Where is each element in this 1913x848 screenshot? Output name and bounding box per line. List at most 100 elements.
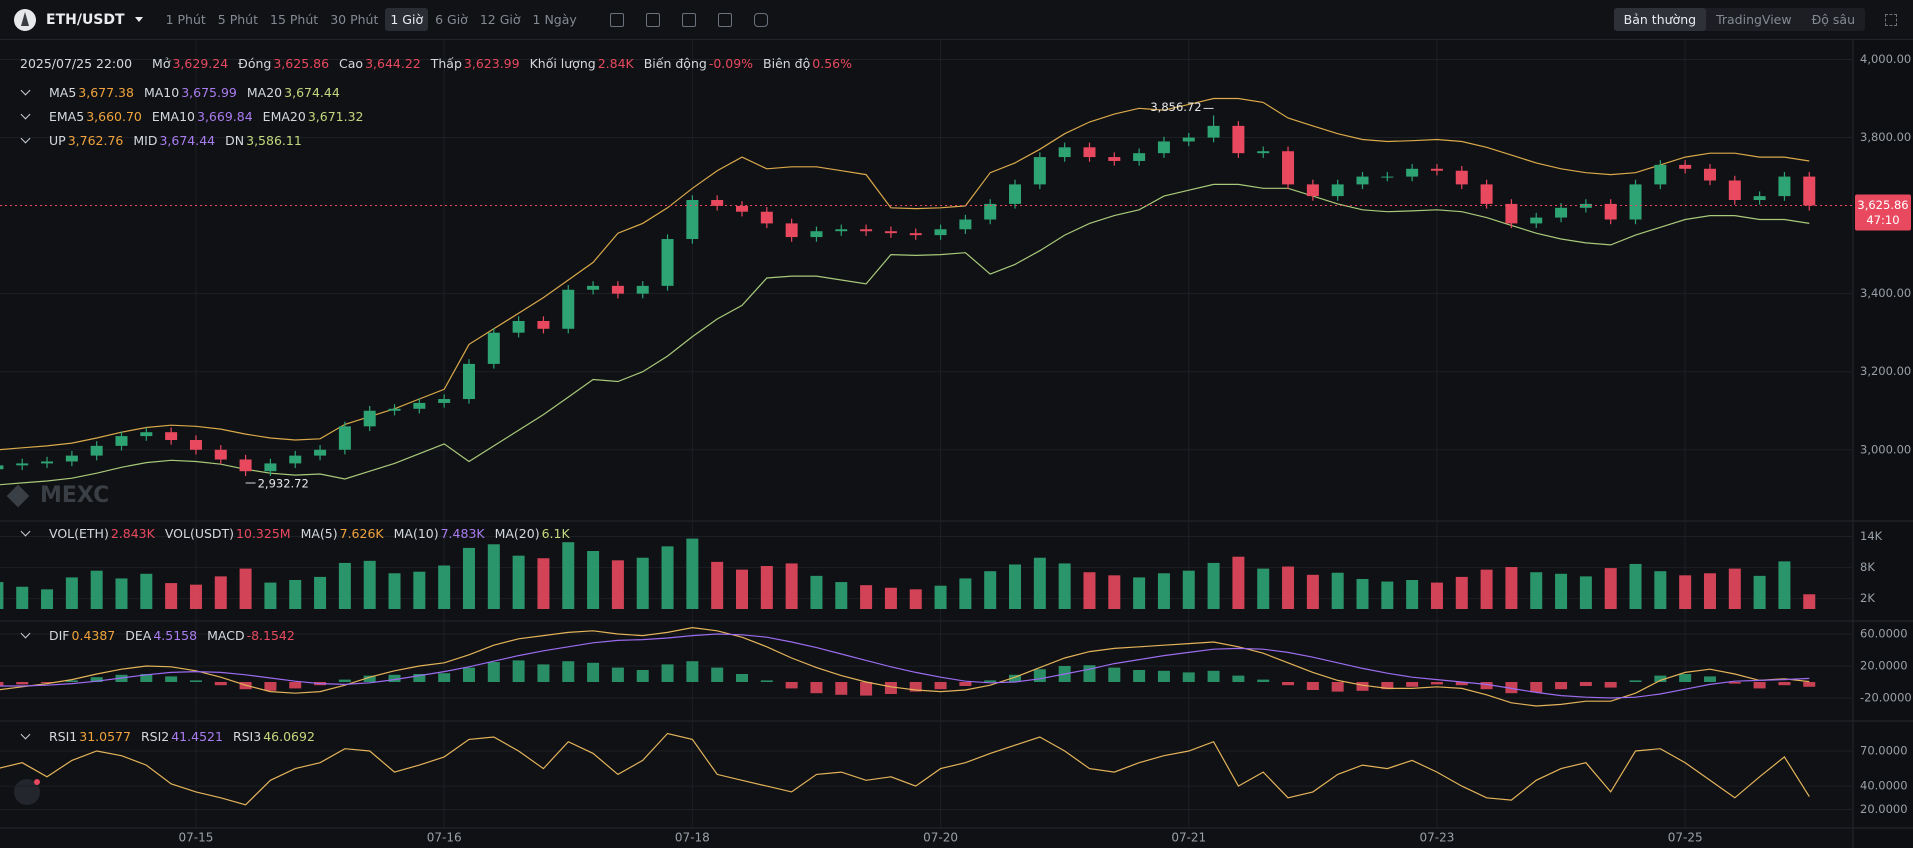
macd-bar	[264, 682, 277, 691]
volume-bar	[760, 566, 773, 609]
volume-bar	[1555, 573, 1568, 609]
rsi-legend: RSI1 31.0577 RSI2 41.4521 RSI3 46.0692	[20, 729, 315, 744]
symbol[interactable]: ETH/USDT	[46, 11, 125, 28]
notification-dot	[34, 779, 40, 785]
min-annotation: 2,932.72	[258, 477, 309, 491]
interval-button[interactable]: 1 Ngày	[532, 12, 577, 27]
volume-bar	[1282, 566, 1295, 609]
macd-bar	[1753, 682, 1766, 689]
vol-legend: VOL(ETH) 2.843K VOL(USDT) 10.325M MA(5) 7.626…	[20, 526, 570, 541]
interval-button[interactable]: 1 Phút	[165, 12, 206, 27]
volume-bar	[165, 583, 178, 609]
legend-value: 2.843K	[110, 526, 155, 541]
interval-button[interactable]: 1 Giờ	[385, 8, 429, 31]
macd-bar	[537, 664, 550, 682]
volume-bar	[239, 568, 252, 609]
volume-bar	[1703, 573, 1716, 609]
y-tick-label: 60.0000	[1860, 627, 1908, 641]
macd-bar	[363, 675, 376, 682]
volume-bar	[1753, 575, 1766, 609]
volume-bar	[785, 563, 798, 609]
candle-body	[934, 229, 947, 236]
macd-bar	[1033, 669, 1046, 682]
legend-value: -0.09%	[708, 56, 754, 71]
macd-bar	[1133, 670, 1146, 682]
collapse[interactable]	[20, 628, 31, 639]
macd-bar	[587, 662, 600, 682]
macd-bar	[959, 682, 972, 686]
candle-body	[1381, 176, 1394, 178]
legend-value: 10.325M	[236, 526, 291, 541]
legend-label: RSI2	[140, 729, 170, 744]
candle-body	[512, 320, 525, 333]
interval-list: 1 Phút 5 Phút 15 Phút 30 Phút 1 Giờ 6 Giờ 12 G…	[161, 8, 582, 31]
interval-button[interactable]: 6 Giờ	[435, 12, 468, 27]
function-tool[interactable]	[645, 12, 660, 27]
fullscreen-button[interactable]	[1885, 14, 1897, 26]
volume-bar	[587, 551, 600, 609]
volume-bar	[1679, 575, 1692, 609]
view-button[interactable]: TradingView	[1716, 12, 1792, 27]
macd-bar	[165, 676, 178, 682]
candle-body	[1282, 151, 1295, 185]
collapse[interactable]	[20, 85, 31, 96]
legend-value: 3,625.86	[273, 56, 330, 71]
candle-body	[140, 432, 153, 437]
candle-body	[1455, 170, 1468, 185]
collapse[interactable]	[20, 526, 31, 537]
view-button[interactable]: Độ sâu	[1811, 12, 1855, 27]
layout-tool[interactable]	[717, 12, 732, 27]
candle-body	[41, 461, 54, 464]
volume-bar	[860, 585, 873, 609]
interval-button[interactable]: 12 Giờ	[479, 12, 521, 27]
settings-button[interactable]	[14, 779, 40, 805]
volume-bar	[636, 557, 649, 609]
volume-bar	[1480, 569, 1493, 609]
volume-bar	[314, 576, 327, 609]
volume-bar	[736, 569, 748, 609]
candle-body	[810, 231, 823, 238]
interval-button[interactable]: 30 Phút	[330, 12, 379, 27]
legend-label: Cao	[339, 56, 364, 71]
candle-body	[438, 399, 451, 403]
legend-label: Mở	[152, 56, 171, 71]
macd-bar	[289, 682, 302, 689]
legend-value: 31.0577	[79, 729, 131, 744]
legend-value: 3,677.38	[78, 85, 134, 100]
macd-bar	[1381, 682, 1394, 690]
legend-value: 7.626K	[339, 526, 384, 541]
volume-bar	[661, 546, 674, 609]
interval-button[interactable]: 15 Phút	[270, 12, 319, 27]
volume-bar	[537, 558, 550, 609]
view-button[interactable]: Bản thường	[1613, 8, 1707, 31]
volume-bar	[711, 561, 724, 609]
volume-bar	[810, 575, 823, 609]
x-tick-label: 07-20	[923, 831, 958, 845]
legend-value: 3,674.44	[159, 133, 216, 148]
candle-body	[115, 436, 128, 446]
collapse[interactable]	[20, 729, 31, 740]
candle-body	[959, 219, 972, 230]
symbol-dropdown[interactable]	[134, 17, 143, 22]
screenshot-tool[interactable]	[753, 12, 768, 27]
candle-body	[835, 229, 848, 232]
y-tick-label: 2K	[1860, 591, 1875, 605]
macd-bar	[438, 673, 451, 682]
price-tag	[1855, 194, 1911, 231]
candle-body	[636, 285, 649, 294]
interval-button[interactable]: 5 Phút	[217, 12, 259, 27]
legend-label: EMA20	[262, 109, 306, 124]
draw-tool[interactable]	[681, 12, 696, 27]
legend-label: EMA10	[151, 109, 195, 124]
collapse[interactable]	[20, 109, 31, 120]
collapse[interactable]	[20, 133, 31, 144]
candle-body	[1033, 157, 1046, 185]
boll-legend: UP 3,762.76 MID 3,674.44 DN 3,586.11	[20, 133, 302, 148]
indicator-tool[interactable]	[609, 12, 624, 27]
candle-body	[462, 363, 475, 400]
macd-bar	[1430, 682, 1443, 685]
candle-body	[1679, 164, 1692, 169]
macd-bar	[909, 682, 922, 692]
price-tag-value: 3,625.86	[1857, 198, 1908, 212]
ema-legend: EMA5 3,660.70 EMA10 3,669.84 EMA20 3,671.32	[20, 109, 363, 124]
